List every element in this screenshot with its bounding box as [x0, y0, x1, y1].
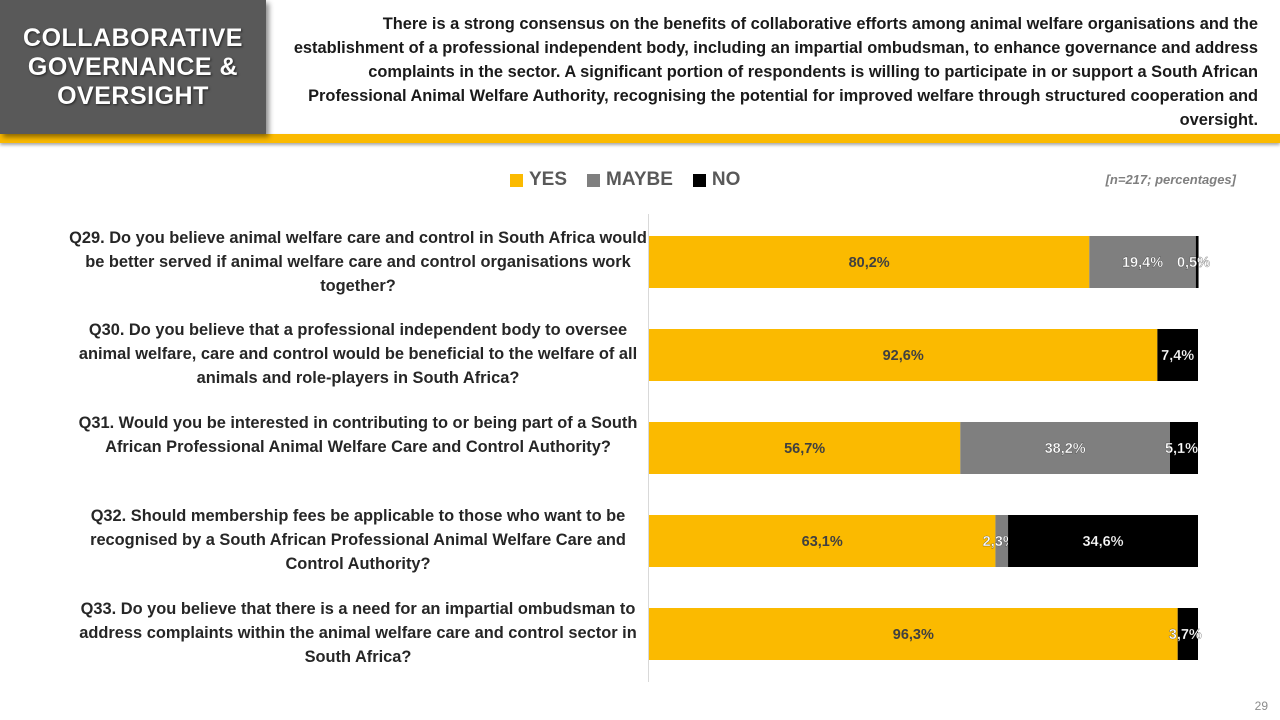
- bar-q29-yes: [649, 236, 1090, 288]
- bar-q32-maybe: [995, 515, 1009, 567]
- bar-q29-no: [1195, 236, 1199, 288]
- question-label-q29: Q29. Do you believe animal welfare care …: [69, 229, 647, 295]
- question-label-q30: Q30. Do you believe that a professional …: [78, 321, 638, 387]
- bar-q31-no: [1170, 422, 1198, 474]
- bar-q30-no: [1157, 329, 1198, 381]
- data-label-q31-no: 5,1%: [1165, 441, 1198, 457]
- question-label-q32: Q32. Should membership fees be applicabl…: [90, 507, 626, 573]
- legend-item-yes: YES: [510, 169, 567, 191]
- category-axis-line: [648, 214, 649, 682]
- data-label-q30-yes: 92,6%: [883, 348, 924, 364]
- summary-text: There is a strong consensus on the benef…: [293, 15, 1258, 129]
- chart-legend: YES MAYBE NO: [510, 168, 740, 192]
- legend-item-maybe: MAYBE: [587, 169, 673, 191]
- section-title-box: COLLABORATIVE GOVERNANCE & OVERSIGHT: [0, 0, 266, 134]
- accent-divider: [0, 134, 1280, 143]
- bar-q30-yes: [649, 329, 1158, 381]
- page-number: 29: [1254, 699, 1268, 713]
- data-label-q33-no: 3,7%: [1169, 627, 1202, 643]
- data-label-q32-no: 34,6%: [1082, 534, 1123, 550]
- bar-q31-yes: [649, 422, 961, 474]
- data-label-q33-yes: 96,3%: [893, 627, 934, 643]
- data-label-q32-yes: 63,1%: [802, 534, 843, 550]
- section-title: COLLABORATIVE GOVERNANCE & OVERSIGHT: [23, 23, 243, 110]
- legend-label-maybe: MAYBE: [606, 169, 673, 190]
- bar-q29-maybe: [1089, 236, 1196, 288]
- question-label-q31: Q31. Would you be interested in contribu…: [78, 414, 638, 456]
- data-label-q31-yes: 56,7%: [784, 441, 825, 457]
- data-label-q29-yes: 80,2%: [849, 255, 890, 271]
- legend-swatch-yes: [510, 173, 523, 187]
- data-label-q30-no: 7,4%: [1161, 348, 1194, 364]
- bar-q33-no: [1177, 608, 1198, 660]
- data-label-q29-no: 0,5%: [1177, 255, 1210, 271]
- legend-label-no: NO: [711, 169, 741, 190]
- bar-q33-yes: [649, 608, 1178, 660]
- sample-size-note: [n=217; percentages]: [1105, 172, 1236, 187]
- data-label-q32-maybe: 2,3%: [983, 534, 1016, 550]
- question-label-q33: Q33. Do you believe that there is a need…: [79, 600, 637, 666]
- legend-item-no: NO: [692, 169, 741, 191]
- data-label-q29-maybe: 19,4%: [1122, 255, 1163, 271]
- legend-swatch-maybe: [587, 173, 601, 187]
- bar-q31-maybe: [960, 422, 1171, 474]
- bar-q32-no: [1008, 515, 1198, 567]
- data-label-q31-maybe: 38,2%: [1045, 441, 1086, 457]
- legend-label-yes: YES: [529, 169, 568, 190]
- legend-swatch-no: [692, 173, 706, 187]
- bar-q32-yes: [649, 515, 996, 567]
